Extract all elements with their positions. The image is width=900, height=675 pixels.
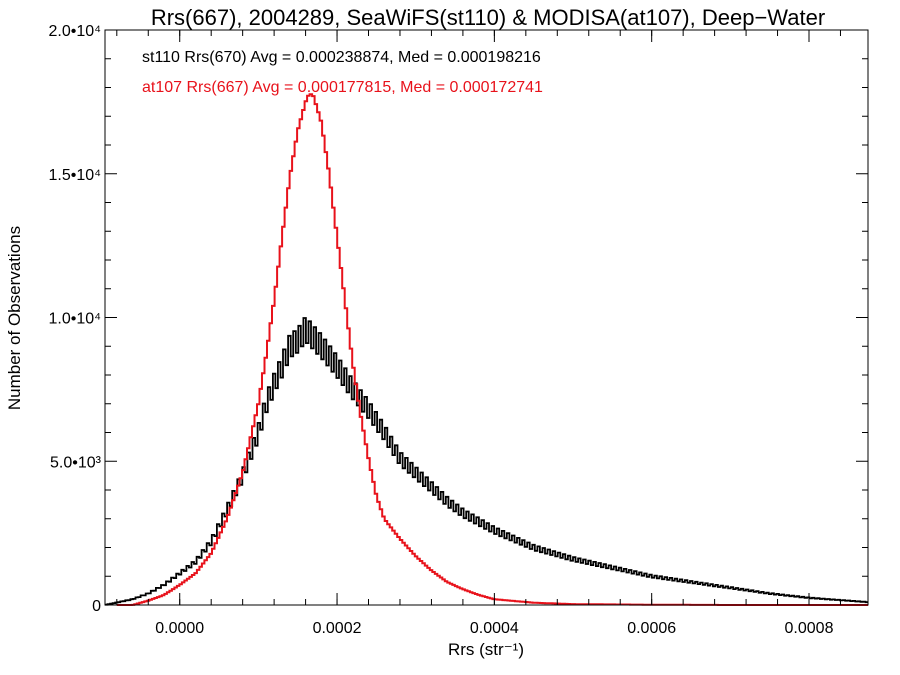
y-tick-label: 1.5•10⁴: [48, 167, 101, 184]
x-tick-label: 0.0000: [155, 620, 204, 637]
y-tick-label: 1.0•10⁴: [48, 311, 101, 328]
x-tick-label: 0.0008: [785, 620, 834, 637]
series-st110-line: [105, 317, 868, 606]
y-tick-label: 2.0•10⁴: [48, 23, 101, 40]
x-tick-label: 0.0004: [470, 620, 519, 637]
y-tick-label: 5.0•10³: [50, 454, 102, 471]
x-tick-label: 0.0002: [313, 620, 362, 637]
x-axis-label: Rrs (str⁻¹): [448, 640, 524, 659]
legend-entry-at107: at107 Rrs(667) Avg = 0.000177815, Med = …: [142, 79, 543, 96]
y-tick-label: 0: [92, 598, 101, 615]
x-tick-label: 0.0006: [627, 620, 676, 637]
chart-title: Rrs(667), 2004289, SeaWiFS(st110) & MODI…: [151, 5, 825, 30]
axis-layer: 0.0000 0.0002 0.0004 0.0006 0.0008 0 5.0•10³ 1.…: [48, 23, 868, 637]
y-axis-label: Number of Observations: [5, 226, 24, 410]
legend-entry-st110: st110 Rrs(670) Avg = 0.000238874, Med = …: [142, 49, 541, 66]
plot-frame: [104, 29, 869, 606]
series-layer: [105, 93, 868, 606]
